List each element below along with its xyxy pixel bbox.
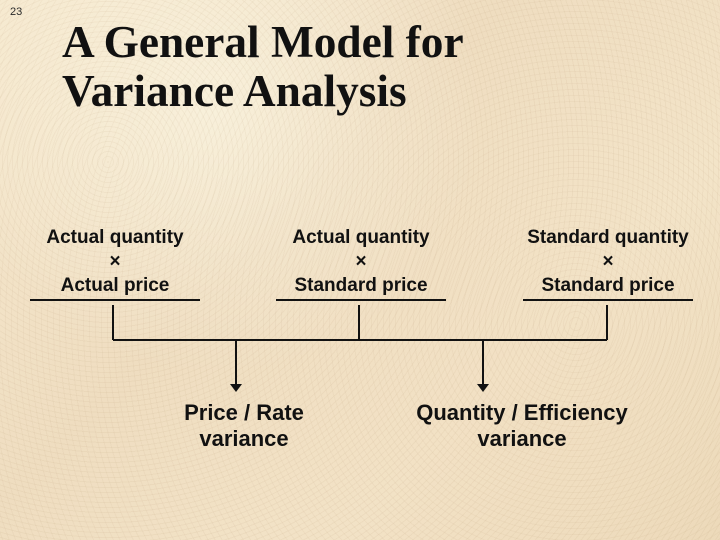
connector-quantity-variance: [349, 303, 617, 402]
times-symbol: ×: [355, 251, 366, 272]
col-qty: Standard quantity: [527, 227, 689, 248]
variance-line-2: variance: [199, 426, 288, 451]
times-symbol: ×: [602, 251, 613, 272]
col-price: Standard price: [276, 274, 446, 302]
col-qty: Actual quantity: [292, 227, 429, 248]
times-symbol: ×: [109, 251, 120, 272]
column-actual-actual: Actual quantity × Actual price: [20, 226, 210, 301]
col-price: Actual price: [30, 274, 200, 302]
title-line-1: A General Model for: [62, 17, 464, 67]
variance-line-2: variance: [477, 426, 566, 451]
variance-line-1: Price / Rate: [184, 400, 304, 425]
quantity-efficiency-variance-label: Quantity / Efficiency variance: [372, 400, 672, 453]
column-standard-standard: Standard quantity × Standard price: [508, 226, 708, 301]
col-qty: Actual quantity: [46, 227, 183, 248]
col-price: Standard price: [523, 274, 693, 302]
title-line-2: Variance Analysis: [62, 66, 407, 116]
slide-number: 23: [10, 6, 22, 18]
column-actual-standard: Actual quantity × Standard price: [266, 226, 456, 301]
connector-price-variance: [103, 303, 369, 402]
variance-line-1: Quantity / Efficiency: [416, 400, 628, 425]
price-rate-variance-label: Price / Rate variance: [114, 400, 374, 453]
slide-title: A General Model for Variance Analysis: [62, 18, 464, 116]
